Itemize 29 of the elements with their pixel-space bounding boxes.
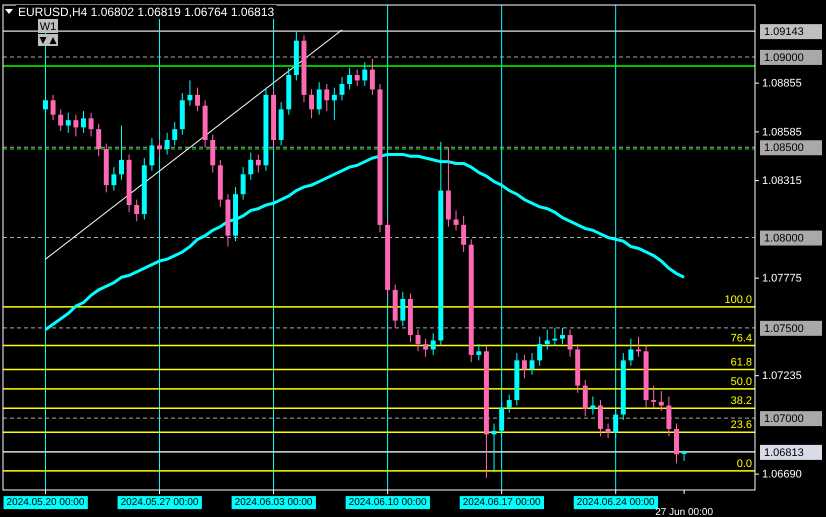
y-tick-label: 1.08315 — [762, 175, 802, 188]
ref-line-label: 1.08000 — [764, 232, 804, 245]
x-tick-label: 2024.06.24 00:00 — [576, 497, 656, 508]
annotation: 61.8 — [730, 356, 752, 369]
annotation: 76.4 — [730, 332, 752, 345]
y-tick-label: 1.07775 — [762, 272, 802, 285]
y-tick-label: 1.06690 — [762, 468, 802, 481]
ref-line-label: 1.07500 — [764, 322, 804, 335]
y-tick-label: 1.08855 — [762, 78, 802, 90]
y-tick-label: 1.07235 — [762, 370, 802, 382]
y-tick-label: 1.08585 — [762, 126, 802, 138]
ref-line-label: 1.07000 — [764, 413, 804, 426]
ref-line-label: 1.08500 — [764, 142, 804, 154]
annotation: 38.2 — [730, 395, 752, 408]
ref-line-label: 1.06813 — [764, 446, 804, 459]
chart-title: EURUSD,H4 1.06802 1.06819 1.06764 1.06813 — [18, 5, 275, 19]
x-tick-label: 27 Jun 00:00 — [655, 507, 714, 517]
x-tick-label: 2024.05.20 00:00 — [6, 497, 85, 508]
ref-line-label: 1.09143 — [764, 26, 804, 38]
x-tick-label: 2024.06.17 00:00 — [462, 497, 541, 508]
ref-line-label: 1.09000 — [764, 52, 804, 64]
x-tick-label: 2024.06.03 00:00 — [234, 497, 313, 508]
annotation: 50.0 — [730, 376, 752, 388]
timeframe-button: W1 — [38, 19, 58, 33]
annotation: 0.0 — [736, 458, 752, 470]
x-tick-label: 2024.06.10 00:00 — [348, 497, 427, 508]
annotation: 23.6 — [730, 419, 752, 432]
x-tick-label: 2024.05.27 00:00 — [120, 497, 199, 508]
annotation: 100.0 — [724, 294, 752, 306]
